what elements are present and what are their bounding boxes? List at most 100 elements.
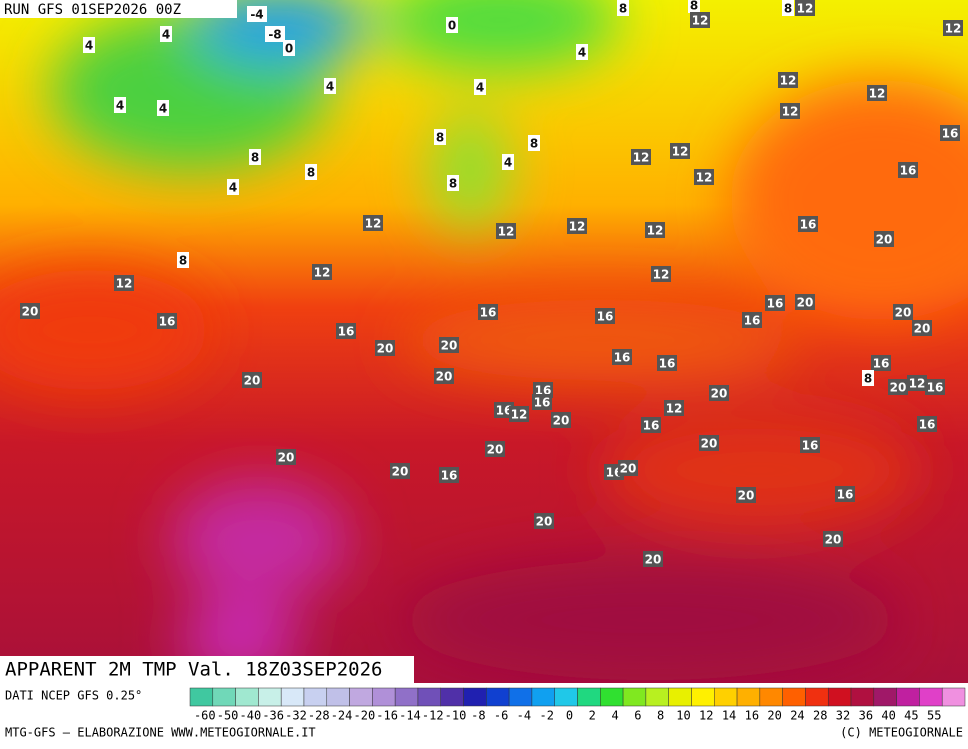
label-box	[532, 394, 552, 410]
label-box	[907, 375, 927, 391]
scale-label: 4	[611, 709, 618, 723]
label-box	[917, 416, 937, 432]
contour-label: 4	[578, 46, 586, 60]
scale-swatch	[600, 687, 624, 707]
contour-label: 12	[116, 277, 133, 291]
contour-label: 12	[672, 145, 689, 159]
label-box	[375, 340, 395, 356]
scale-label: 8	[657, 709, 664, 723]
label-box	[478, 304, 498, 320]
scale-swatch	[531, 687, 555, 707]
scale-swatch	[622, 687, 647, 707]
label-box	[798, 216, 818, 232]
label-box	[835, 486, 855, 502]
contour-label: 16	[800, 218, 817, 232]
label-box	[645, 222, 665, 238]
contour-label: 20	[797, 296, 814, 310]
label-box	[618, 460, 638, 476]
label-box	[795, 294, 815, 310]
contour-label: 16	[767, 297, 784, 311]
scale-label: -24	[331, 709, 353, 723]
scale-swatch	[805, 687, 829, 707]
contour-label: 8	[690, 0, 698, 13]
credit: MTG-GFS — ELABORAZIONE WWW.METEOGIORNALE…	[5, 726, 316, 740]
contour-label: 16	[927, 381, 944, 395]
scale-swatch	[486, 687, 510, 707]
contour-label: 20	[738, 489, 755, 503]
contour-label: 4	[85, 39, 93, 53]
contour-label: 16	[496, 404, 513, 418]
scale-label: 40	[881, 709, 895, 723]
scale-swatch	[463, 687, 487, 707]
scale-label: 6	[634, 709, 641, 723]
contour-label: 8	[619, 2, 627, 16]
label-box	[617, 0, 629, 16]
label-box	[157, 313, 177, 329]
label-box	[474, 79, 486, 95]
contour-label: 16	[873, 357, 890, 371]
contour-label: 16	[900, 164, 917, 178]
label-box	[925, 379, 945, 395]
label-box	[439, 337, 459, 353]
label-box	[888, 379, 908, 395]
contour-label: 8	[307, 166, 315, 180]
contour-label: 20	[711, 387, 728, 401]
contour-label: 16	[441, 469, 458, 483]
scale-label: -2	[539, 709, 553, 723]
scale-swatch	[850, 687, 875, 707]
label-box	[439, 467, 459, 483]
scale-label: -28	[308, 709, 330, 723]
contour-label: 16	[919, 418, 936, 432]
scale-label: -10	[445, 709, 467, 723]
scale-label: 16	[745, 709, 759, 723]
label-box	[485, 441, 505, 457]
scale-swatch	[258, 687, 282, 707]
label-box	[862, 370, 874, 386]
scale-swatch	[508, 687, 533, 707]
scale-swatch	[691, 687, 715, 707]
contour-label: 4	[159, 102, 167, 116]
label-box	[893, 304, 913, 320]
contour-label: 20	[536, 515, 553, 529]
contour-label: 12	[653, 268, 670, 282]
label-box	[688, 0, 700, 13]
contour-label: 8	[864, 372, 872, 386]
label-box	[643, 551, 663, 567]
contour-label: 16	[802, 439, 819, 453]
scale-swatch	[919, 687, 943, 707]
label-box	[694, 169, 714, 185]
scale-swatch	[212, 687, 236, 707]
label-box	[664, 400, 684, 416]
scale-swatch	[645, 687, 669, 707]
label-box	[765, 295, 785, 311]
contour-label: 4	[229, 181, 237, 195]
label-box	[912, 320, 932, 336]
label-box	[780, 103, 800, 119]
contour-label: 4	[326, 80, 334, 94]
contour-label: 16	[614, 351, 631, 365]
scale-swatch	[668, 687, 692, 707]
scale-label: -6	[494, 709, 508, 723]
contour-label: 0	[285, 42, 293, 56]
label-box	[283, 40, 295, 56]
contour-label: 16	[744, 314, 761, 328]
scale-label: -40	[240, 709, 262, 723]
contour-label: 12	[569, 220, 586, 234]
scale-label: -4	[517, 709, 531, 723]
contour-label: 20	[436, 370, 453, 384]
scale-label: 20	[767, 709, 781, 723]
scale-label: -20	[354, 709, 376, 723]
contour-label: 20	[701, 437, 718, 451]
scale-swatch	[896, 687, 920, 707]
contour-label: 16	[942, 127, 959, 141]
contour-label: 12	[869, 87, 886, 101]
scale-label: 24	[790, 709, 804, 723]
label-box	[509, 406, 529, 422]
scale-label: -60	[194, 709, 216, 723]
label-box	[551, 412, 571, 428]
label-box	[177, 252, 189, 268]
label-box	[434, 129, 446, 145]
contour-label: 12	[780, 74, 797, 88]
